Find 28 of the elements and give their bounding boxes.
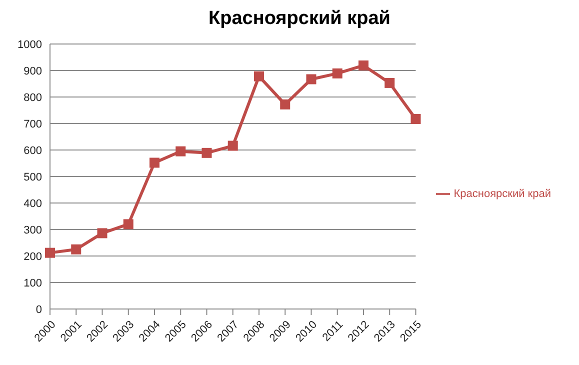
point xyxy=(254,71,264,82)
y-tick-label: 500 xyxy=(24,171,42,184)
chart-title: Красноярский край xyxy=(208,8,392,31)
legend-label: Красноярский край xyxy=(454,188,551,200)
y-tick-label: 700 xyxy=(24,118,42,130)
point xyxy=(176,146,186,156)
point xyxy=(228,140,238,151)
y-tick-label: 100 xyxy=(24,277,42,290)
y-tick-label: 400 xyxy=(24,198,42,210)
y-tick-label: 900 xyxy=(24,65,42,78)
point xyxy=(123,219,134,230)
y-tick-label: 300 xyxy=(24,224,42,236)
y-tick-label: 1000 xyxy=(18,38,42,51)
y-tick-label: 200 xyxy=(24,250,42,263)
y-tick-label: 0 xyxy=(36,304,42,316)
point xyxy=(332,68,342,78)
point xyxy=(45,248,55,258)
point xyxy=(280,99,290,110)
y-tick-label: 600 xyxy=(24,144,42,157)
point xyxy=(202,148,212,158)
point xyxy=(358,60,368,70)
y-tick-label: 800 xyxy=(24,92,42,104)
point xyxy=(410,114,421,124)
point xyxy=(97,228,108,238)
point xyxy=(149,158,160,168)
point xyxy=(306,74,316,84)
point xyxy=(71,244,82,254)
point xyxy=(384,78,395,88)
